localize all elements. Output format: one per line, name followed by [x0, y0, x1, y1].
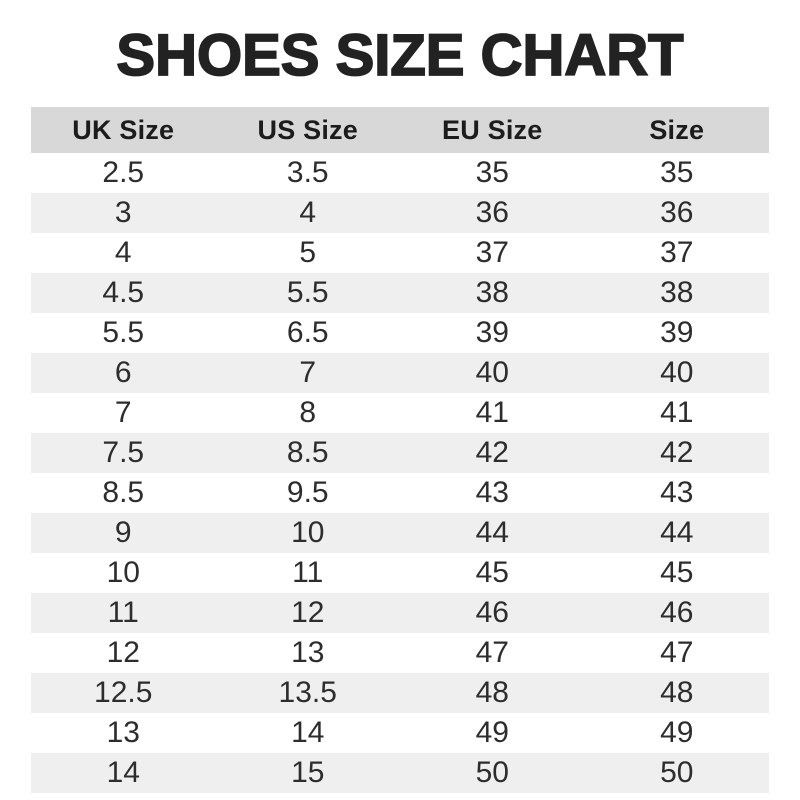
- table-row: 7.5 8.5 42 42: [31, 433, 769, 473]
- size-chart-table: UK Size US Size EU Size Size 2.5 3.5 35 …: [31, 107, 769, 793]
- table-cell-size: 46: [660, 596, 694, 629]
- table-header-row: UK Size US Size EU Size Size: [31, 107, 769, 153]
- table-body: 2.5 3.5 35 35 3 4 36 36 4 5 37 37 4.5 5.…: [31, 153, 769, 793]
- table-cell-size: 48: [660, 676, 694, 709]
- table-cell-uk: 6: [114, 356, 132, 389]
- table-cell-us: 6.5: [286, 316, 329, 349]
- table-cell-eu: 48: [475, 676, 509, 709]
- table-cell-uk: 8.5: [102, 476, 145, 509]
- table-cell-eu: 43: [475, 476, 509, 509]
- table-cell-eu: 50: [475, 756, 509, 789]
- table-cell-eu: 45: [475, 556, 509, 589]
- table-row: 8.5 9.5 43 43: [31, 473, 769, 513]
- table-row: 13 14 49 49: [31, 713, 769, 753]
- table-cell-size: 43: [660, 476, 694, 509]
- header-cell-uk-size: UK Size: [72, 114, 175, 145]
- header-cell-us-size: US Size: [257, 114, 358, 145]
- table-cell-size: 40: [660, 356, 694, 389]
- page-title: SHOES SIZE CHART: [116, 22, 685, 89]
- table-row: 7 8 41 41: [31, 393, 769, 433]
- table-cell-size: 35: [660, 156, 694, 189]
- table-cell-uk: 13: [106, 716, 140, 749]
- table-cell-us: 5.5: [286, 276, 329, 309]
- table-cell-eu: 38: [475, 276, 509, 309]
- table-row: 11 12 46 46: [31, 593, 769, 633]
- table-cell-size: 49: [660, 716, 694, 749]
- table-cell-uk: 10: [106, 556, 140, 589]
- table-row: 12 13 47 47: [31, 633, 769, 673]
- table-cell-size: 50: [660, 756, 694, 789]
- table-row: 14 15 50 50: [31, 753, 769, 793]
- table-cell-size: 45: [660, 556, 694, 589]
- table-cell-eu: 44: [475, 516, 509, 549]
- table-row: 5.5 6.5 39 39: [31, 313, 769, 353]
- table-cell-uk: 9: [114, 516, 132, 549]
- table-cell-us: 7: [299, 356, 317, 389]
- table-cell-us: 12: [291, 596, 325, 629]
- table-cell-uk: 4: [114, 236, 132, 269]
- table-cell-us: 10: [291, 516, 325, 549]
- table-row: 4.5 5.5 38 38: [31, 273, 769, 313]
- table-cell-uk: 7.5: [102, 436, 145, 469]
- table-cell-uk: 3: [114, 196, 132, 229]
- table-cell-uk: 11: [107, 596, 139, 629]
- table-cell-eu: 40: [475, 356, 509, 389]
- table-cell-eu: 39: [475, 316, 509, 349]
- table-cell-size: 42: [660, 436, 694, 469]
- table-row: 12.5 13.5 48 48: [31, 673, 769, 713]
- table-row: 4 5 37 37: [31, 233, 769, 273]
- table-cell-eu: 42: [475, 436, 509, 469]
- table-cell-uk: 7: [114, 396, 132, 429]
- table-cell-us: 5: [299, 236, 317, 269]
- table-cell-us: 13.5: [278, 676, 337, 709]
- table-cell-uk: 4.5: [102, 276, 145, 309]
- table-cell-size: 36: [660, 196, 694, 229]
- table-cell-eu: 36: [475, 196, 509, 229]
- table-cell-size: 47: [660, 636, 694, 669]
- table-row: 10 11 45 45: [31, 553, 769, 593]
- table-cell-eu: 37: [475, 236, 509, 269]
- table-cell-eu: 47: [475, 636, 509, 669]
- table-cell-us: 4: [299, 196, 317, 229]
- header-cell-eu-size: EU Size: [442, 114, 543, 145]
- table-cell-uk: 2.5: [102, 156, 145, 189]
- table-cell-us: 9.5: [286, 476, 329, 509]
- table-cell-eu: 49: [475, 716, 509, 749]
- table-cell-us: 11: [292, 556, 324, 589]
- table-row: 9 10 44 44: [31, 513, 769, 553]
- table-cell-size: 41: [660, 396, 694, 429]
- table-cell-size: 38: [660, 276, 694, 309]
- table-cell-eu: 35: [475, 156, 509, 189]
- table-row: 3 4 36 36: [31, 193, 769, 233]
- table-cell-us: 15: [291, 756, 325, 789]
- table-row: 6 7 40 40: [31, 353, 769, 393]
- table-cell-size: 39: [660, 316, 694, 349]
- header-cell-size: Size: [649, 114, 705, 145]
- table-cell-uk: 14: [106, 756, 140, 789]
- table-cell-eu: 46: [475, 596, 509, 629]
- table-cell-us: 13: [291, 636, 325, 669]
- table-cell-uk: 12: [106, 636, 140, 669]
- table-cell-size: 37: [660, 236, 694, 269]
- table-row: 2.5 3.5 35 35: [31, 153, 769, 193]
- table-cell-us: 14: [291, 716, 325, 749]
- table-cell-eu: 41: [475, 396, 509, 429]
- table-cell-us: 8: [299, 396, 317, 429]
- table-cell-us: 8.5: [286, 436, 329, 469]
- table-cell-size: 44: [660, 516, 694, 549]
- table-cell-uk: 5.5: [102, 316, 145, 349]
- table-cell-us: 3.5: [286, 156, 329, 189]
- table-cell-uk: 12.5: [94, 676, 153, 709]
